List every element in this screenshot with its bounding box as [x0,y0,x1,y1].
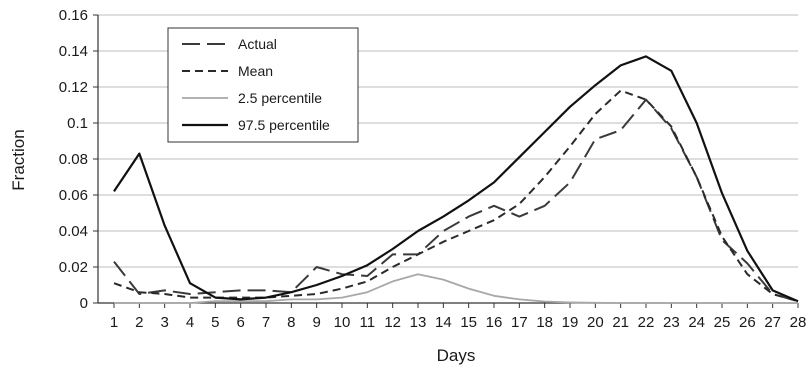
x-tick-label: 5 [211,314,219,331]
x-tick-label: 19 [562,314,579,331]
x-tick-label: 2 [135,314,143,331]
legend-label: 97.5 percentile [238,117,330,133]
legend: Actual Mean 2.5 percentile 97.5 percentile [167,27,359,143]
x-tick-label: 15 [460,314,477,331]
x-tick-label: 22 [638,314,655,331]
x-tick-label: 20 [587,314,604,331]
y-axis-ticks: 0 0.02 0.04 0.06 0.08 0.1 0.12 0.14 0.16 [59,7,98,312]
x-tick-label: 21 [612,314,629,331]
y-tick-label: 0.02 [59,259,88,276]
x-tick-label: 26 [739,314,756,331]
y-tick-label: 0.04 [59,223,88,240]
x-tick-label: 6 [236,314,244,331]
x-tick-label: 10 [334,314,351,331]
x-tick-label: 3 [160,314,168,331]
x-tick-label: 16 [486,314,503,331]
series-line-2-5-percentile [114,273,798,304]
y-tick-label: 0.1 [67,115,88,132]
x-tick-label: 13 [410,314,427,331]
y-tick-label: 0.14 [59,43,88,60]
x-tick-label: 8 [287,314,295,331]
x-tick-label: 17 [511,314,528,331]
series-line-mean [113,89,799,303]
y-tick-label: 0.12 [59,79,88,96]
data-series [113,55,799,304]
x-tick-label: 1 [110,314,118,331]
legend-label: Mean [238,63,273,79]
y-tick-label: 0 [80,295,88,312]
y-tick-label: 0.08 [59,151,88,168]
x-tick-label: 27 [764,314,781,331]
legend-label: 2.5 percentile [238,90,322,106]
x-tick-label: 9 [312,314,320,331]
x-tick-label: 23 [663,314,680,331]
x-axis-title: Days [437,346,476,365]
legend-box [167,27,359,143]
legend-label: Actual [238,36,277,52]
x-tick-label: 14 [435,314,452,331]
x-tick-label: 4 [186,314,194,331]
series-line-actual [113,98,799,303]
series-line-97-5-percentile [113,55,799,303]
x-tick-label: 18 [536,314,553,331]
x-tick-label: 12 [384,314,401,331]
x-tick-label: 28 [790,314,807,331]
x-tick-label: 11 [360,314,376,331]
y-tick-label: 0.06 [59,187,88,204]
x-axis-ticks: 1 2 3 4 5 6 7 8 9 10 11 12 13 14 15 16 17 18 19 20 21 22 23 24 2… [110,303,807,331]
x-tick-label: 24 [688,314,705,331]
y-tick-label: 0.16 [59,7,88,24]
x-tick-label: 25 [714,314,731,331]
y-axis-title: Fraction [9,129,28,190]
x-tick-label: 7 [262,314,270,331]
